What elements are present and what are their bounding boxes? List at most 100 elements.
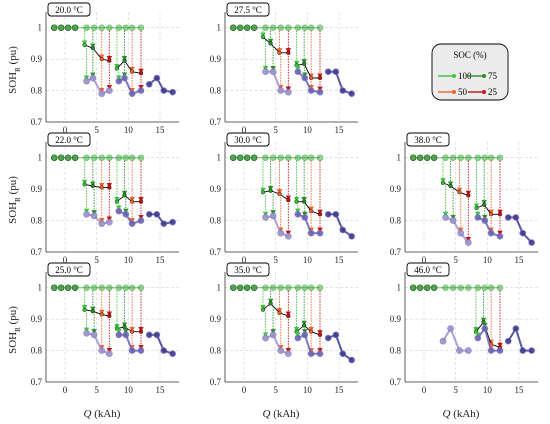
- reference-line: [116, 326, 141, 333]
- degradation-segment: [297, 70, 321, 94]
- reference-line: [296, 201, 321, 215]
- degradation-point: [122, 210, 130, 218]
- degradation-point: [294, 334, 302, 342]
- degradation-segment: [297, 333, 320, 355]
- degradation-point: [145, 80, 153, 88]
- degradation-point: [98, 220, 106, 228]
- degradation-point: [519, 347, 527, 354]
- degradation-segment: [328, 70, 353, 95]
- reference-line: [296, 63, 320, 79]
- temperature-label: 35.0 °C: [234, 265, 262, 275]
- degradation-point: [169, 350, 176, 358]
- x-tick-label: 10: [124, 385, 134, 395]
- x-tick-label: 10: [483, 255, 493, 265]
- y-tick-label: 1: [217, 283, 222, 293]
- reference-point: [286, 50, 291, 55]
- reference-point: [138, 329, 144, 334]
- legend: SOC (%) 100 75 50 25: [431, 43, 509, 101]
- reference-point: [130, 69, 135, 74]
- reference-point: [90, 46, 95, 51]
- reference-line: [262, 190, 289, 201]
- degradation-point: [496, 347, 504, 354]
- degradation-point: [512, 325, 520, 332]
- degradation-point: [496, 232, 504, 240]
- reference-line: [84, 183, 110, 189]
- temperature-box: 30.0 °C: [226, 132, 270, 147]
- degradation-point: [456, 347, 463, 354]
- degradation-point: [301, 214, 309, 221]
- y-tick-label: 0.9: [210, 184, 222, 194]
- x-tick-label: 5: [94, 125, 99, 135]
- reference-point: [497, 212, 503, 217]
- reference-point: [317, 75, 323, 81]
- x-tick-label: 15: [515, 385, 525, 395]
- reference-point: [309, 75, 314, 81]
- reference-point: [90, 309, 95, 314]
- degradation-point: [106, 218, 113, 226]
- degradation-segment: [442, 326, 469, 352]
- degradation-segment: [149, 333, 174, 355]
- degradation-point: [153, 210, 161, 218]
- degradation-point: [122, 331, 130, 339]
- reference-point: [122, 193, 127, 198]
- degradation-point: [106, 87, 113, 94]
- degradation-point: [339, 226, 347, 234]
- degradation-point: [504, 337, 512, 345]
- degradation-point: [512, 214, 520, 221]
- degradation-segment: [508, 216, 533, 244]
- reference-point: [260, 35, 266, 40]
- degradation-point: [137, 217, 145, 224]
- temperature-label: 20.0 °C: [55, 5, 83, 15]
- degradation-point: [160, 220, 168, 228]
- reference-point: [107, 58, 112, 63]
- degradation-point: [83, 77, 90, 85]
- temperature-box-frame: [406, 132, 450, 147]
- degradation-segment: [297, 213, 320, 235]
- degradation-point: [277, 347, 285, 354]
- x-tick-label: 0: [422, 385, 427, 395]
- degradation-point: [481, 217, 489, 224]
- degradation-segment: [265, 333, 289, 355]
- reference-point: [99, 312, 104, 317]
- temperature-box: 25.0 °C: [47, 262, 91, 277]
- x-tick-label: 0: [242, 125, 247, 135]
- reference-point: [122, 58, 127, 63]
- x-tick-label: 15: [335, 255, 345, 265]
- reference-point: [302, 199, 307, 204]
- y-tick-label: 0.7: [31, 117, 43, 127]
- degradation-point: [487, 347, 495, 354]
- degradation-segment: [327, 333, 353, 361]
- y-tick-label: 0.7: [31, 247, 43, 257]
- x-tick-label: 0: [63, 385, 68, 395]
- x-tick-label: 15: [156, 125, 166, 135]
- y-tick-label: 1: [397, 283, 402, 293]
- legend-marker-50: [452, 90, 456, 94]
- y-axis-label-row-2: SOHR (pu): [7, 306, 22, 354]
- degradation-point: [98, 90, 106, 98]
- degradation-segment: [445, 216, 470, 244]
- degradation-point: [348, 356, 355, 364]
- y-tick-label: 0.8: [390, 346, 402, 356]
- reference-point: [277, 310, 282, 315]
- degradation-point: [128, 90, 136, 98]
- degradation-point: [324, 334, 332, 342]
- degradation-point: [153, 331, 161, 339]
- reference-point: [260, 190, 266, 195]
- degradation-point: [474, 214, 482, 221]
- reference-point: [294, 329, 299, 334]
- reference-point: [130, 329, 135, 334]
- reference-point: [99, 57, 104, 62]
- temperature-label: 30.0 °C: [234, 135, 262, 145]
- degradation-segment: [86, 76, 110, 95]
- degradation-point: [316, 350, 324, 358]
- reference-line: [296, 324, 321, 336]
- reference-point: [309, 329, 314, 334]
- degradation-point: [262, 334, 269, 342]
- reference-point: [82, 42, 87, 48]
- x-tick-label: 5: [453, 385, 458, 395]
- x-tick-label: 15: [156, 255, 166, 265]
